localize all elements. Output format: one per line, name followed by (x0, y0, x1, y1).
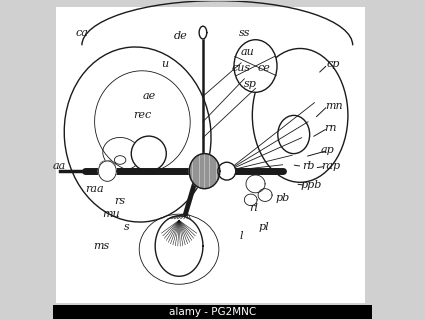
Text: u: u (161, 60, 168, 69)
Text: ms: ms (93, 241, 109, 251)
Text: rec: rec (133, 110, 152, 120)
Bar (53, 305, 372, 319)
Polygon shape (189, 154, 220, 189)
Circle shape (218, 162, 236, 180)
Text: s: s (124, 222, 129, 232)
Polygon shape (57, 7, 366, 303)
Polygon shape (99, 161, 116, 181)
Text: de: de (174, 31, 187, 41)
Polygon shape (155, 216, 203, 276)
Text: au: au (241, 47, 255, 57)
Polygon shape (199, 26, 207, 39)
Text: raa: raa (85, 184, 104, 194)
Ellipse shape (234, 40, 277, 92)
Text: alamy - PG2MNC: alamy - PG2MNC (169, 307, 256, 317)
Text: ca: ca (75, 28, 88, 37)
Text: mu: mu (102, 209, 119, 219)
Ellipse shape (114, 156, 126, 164)
Circle shape (131, 136, 166, 171)
Text: l: l (239, 231, 243, 242)
Text: ce: ce (257, 63, 270, 73)
Text: ss: ss (238, 28, 250, 37)
Text: rl: rl (249, 203, 258, 213)
Text: aa: aa (53, 161, 66, 172)
Text: rb: rb (302, 161, 314, 172)
Polygon shape (258, 189, 272, 201)
Ellipse shape (99, 160, 115, 172)
Text: cus: cus (232, 63, 251, 73)
Text: cp: cp (327, 60, 340, 69)
Polygon shape (244, 194, 257, 205)
Text: rn: rn (324, 123, 337, 133)
Polygon shape (246, 175, 265, 193)
Text: sp: sp (244, 78, 257, 89)
Text: pb: pb (275, 193, 290, 203)
Text: rap: rap (321, 161, 340, 172)
Text: rs: rs (115, 196, 126, 206)
Text: ap: ap (320, 146, 334, 156)
Text: mn: mn (325, 101, 343, 111)
Ellipse shape (278, 116, 310, 154)
Text: pl: pl (258, 222, 269, 232)
Text: ppb: ppb (300, 180, 322, 190)
Text: ae: ae (142, 91, 156, 101)
